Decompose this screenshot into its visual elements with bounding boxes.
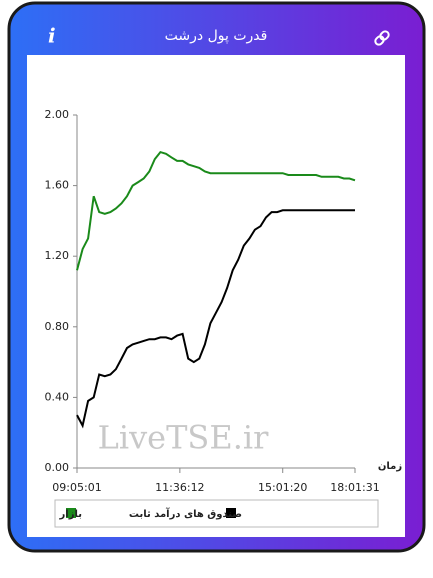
x-axis-label: زمان [378,461,402,472]
info-icon[interactable]: i [48,24,56,48]
series-line [76,209,355,429]
y-tick-label: 1.60 [45,179,70,192]
series-line [76,150,356,271]
legend-swatch [66,508,76,518]
panel [27,55,405,537]
legend-label: بازار [59,509,82,520]
y-tick-label: 0.80 [45,320,70,333]
y-tick-label: 2.00 [45,108,70,121]
y-tick-label: 0.00 [45,461,70,474]
x-tick-label: 18:01:31 [330,481,379,494]
link-icon[interactable] [374,30,390,46]
x-tick-label: 11:36:12 [155,481,204,494]
y-tick-label: 1.20 [45,249,70,262]
header-title: قدرت پول درشت [165,28,268,44]
legend-label: صندوق های درآمد ثابت [129,507,242,520]
legend [54,499,379,528]
x-tick-label: 15:01:20 [258,481,307,494]
watermark: LiveTSE.ir [98,419,270,457]
x-tick-label: 09:05:01 [52,481,101,494]
y-tick-label: 0.40 [45,390,70,403]
legend-swatch [226,508,236,518]
